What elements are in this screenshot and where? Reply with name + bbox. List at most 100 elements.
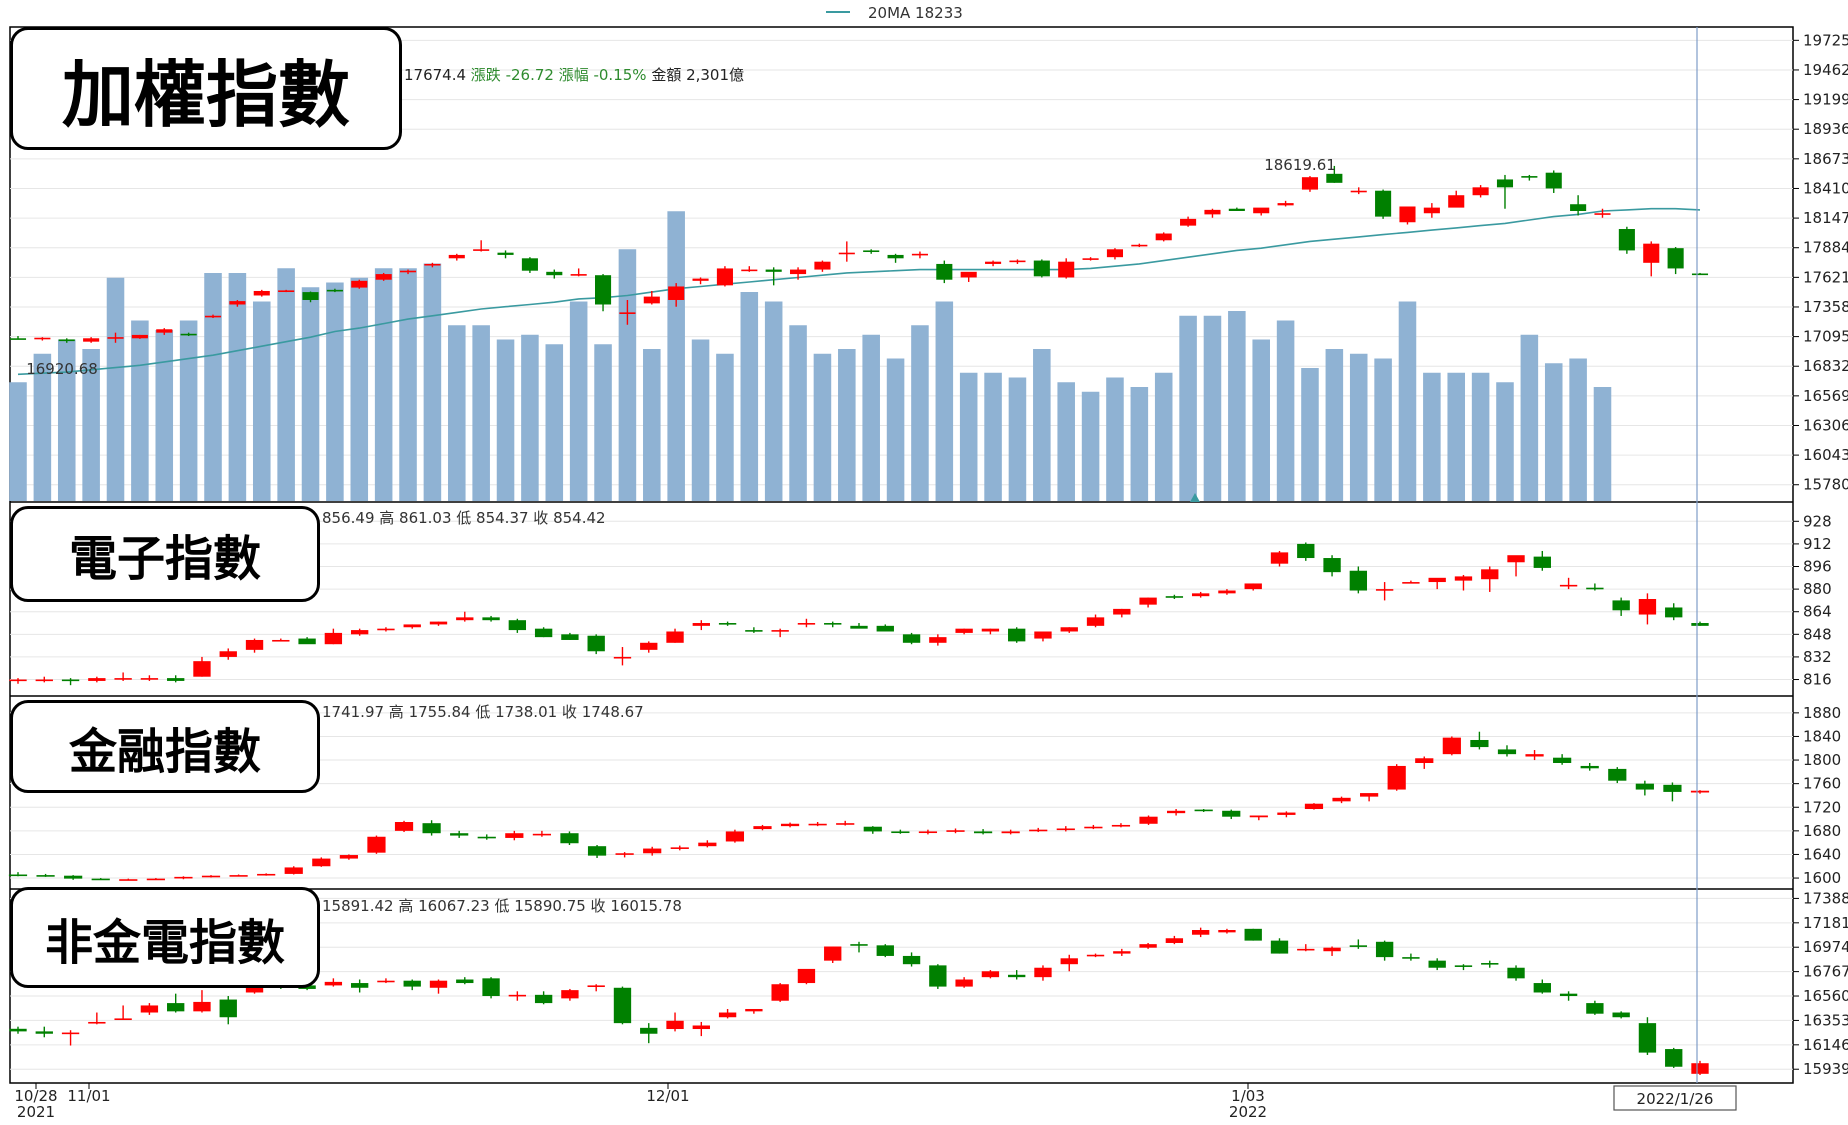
candle-body — [1667, 248, 1684, 269]
candle-body — [1033, 260, 1050, 277]
y-tick-label: 17095 — [1803, 328, 1848, 346]
candle-body — [497, 252, 514, 255]
y-tick-label: 912 — [1803, 535, 1832, 553]
y-tick-label: 848 — [1803, 625, 1832, 643]
candle-body — [1533, 556, 1551, 568]
candle-body — [8, 874, 28, 877]
y-tick-label: 17388 — [1803, 889, 1848, 907]
candle-body — [1008, 628, 1026, 642]
candle-body — [666, 1020, 684, 1030]
volume-bar — [155, 330, 174, 501]
panel-title-electronics: 電子指數 — [10, 506, 320, 602]
candle-body — [790, 269, 807, 275]
y-tick-label: 16832 — [1803, 357, 1848, 375]
volume-bar — [594, 344, 612, 501]
candle-body — [1106, 249, 1124, 258]
candle-body — [64, 875, 83, 879]
candle-body — [505, 833, 524, 838]
candle-body — [1332, 797, 1351, 802]
candle-body — [587, 985, 605, 988]
candle-body — [741, 269, 758, 272]
candle-body — [797, 968, 816, 984]
candle-body — [9, 679, 27, 682]
candle-body — [61, 1032, 80, 1035]
volume-bar — [57, 339, 76, 501]
y-tick-label: 19462 — [1803, 61, 1848, 79]
x-tick-label: 1/03 — [1231, 1087, 1265, 1105]
volume-bar — [496, 339, 515, 501]
candle-body — [745, 630, 763, 632]
volume-bar — [1520, 334, 1539, 501]
volume-bar — [569, 301, 588, 501]
candle-body — [272, 639, 290, 642]
candle-body — [1387, 765, 1406, 790]
candle-body — [725, 831, 745, 842]
candle-body — [902, 634, 921, 643]
candle-body — [180, 333, 197, 336]
candle-body — [946, 830, 965, 832]
candle-body — [1034, 631, 1052, 639]
volume-bar — [521, 334, 539, 501]
candle-body — [718, 1012, 737, 1018]
y-tick-label: 1840 — [1803, 727, 1841, 745]
volume-bar — [789, 325, 807, 501]
candle-body — [887, 254, 904, 259]
volume-bar — [911, 325, 929, 501]
candle-body — [1297, 543, 1315, 559]
candle-body — [546, 271, 563, 276]
candle-body — [570, 274, 587, 276]
candle-body — [836, 823, 855, 825]
candle-body — [140, 1005, 159, 1013]
candle-body — [1139, 944, 1157, 948]
candle-body — [58, 339, 75, 342]
panel-title-nonfinelec: 非金電指數 — [10, 887, 320, 988]
candle-body — [1553, 757, 1572, 763]
candle-body — [1244, 928, 1262, 941]
candle-body — [1180, 218, 1197, 226]
candle-body — [1612, 600, 1630, 611]
candle-body — [1277, 203, 1294, 206]
y-tick-label: 16306 — [1803, 416, 1848, 434]
candle-body — [36, 875, 55, 877]
candle-body — [193, 661, 211, 677]
y-tick-label: 1680 — [1803, 822, 1841, 840]
volume-bar — [643, 349, 661, 501]
candle-body — [367, 836, 386, 853]
candle-body — [1277, 812, 1296, 815]
candle-body — [477, 836, 496, 839]
volume-bar — [1423, 372, 1441, 501]
volume-bar — [350, 277, 369, 501]
candle-body — [174, 876, 193, 879]
candle-body — [1638, 599, 1657, 615]
volume-bar — [374, 268, 393, 501]
candle-body — [1663, 784, 1682, 792]
candle-body — [324, 632, 343, 645]
candle-body — [1058, 261, 1075, 278]
y-tick-label: 17884 — [1803, 239, 1848, 257]
candle-body — [450, 833, 469, 836]
marker-icon — [1190, 493, 1200, 502]
candle-body — [1034, 967, 1052, 978]
candle-body — [1570, 204, 1587, 211]
y-tick-label: 1600 — [1803, 869, 1841, 887]
y-tick-label: 1760 — [1803, 775, 1841, 793]
candle-body — [1191, 930, 1210, 935]
candle-body — [1060, 958, 1078, 965]
candle-body — [35, 1031, 53, 1034]
candle-body — [814, 261, 831, 270]
candle-body — [88, 678, 106, 681]
candle-body — [119, 879, 138, 881]
candle-body — [1470, 739, 1489, 748]
candle-body — [698, 842, 717, 847]
candle-body — [1349, 570, 1368, 591]
candle-body — [1375, 941, 1394, 958]
volume-bar — [1228, 311, 1246, 501]
volume-bar — [1276, 320, 1295, 501]
candle-body — [1056, 828, 1075, 831]
volume-bar — [423, 263, 442, 501]
candle-body — [1643, 243, 1660, 263]
volume-bar — [1325, 349, 1344, 501]
candle-body — [850, 625, 868, 629]
candle-body — [253, 290, 270, 296]
candle-body — [35, 679, 53, 682]
